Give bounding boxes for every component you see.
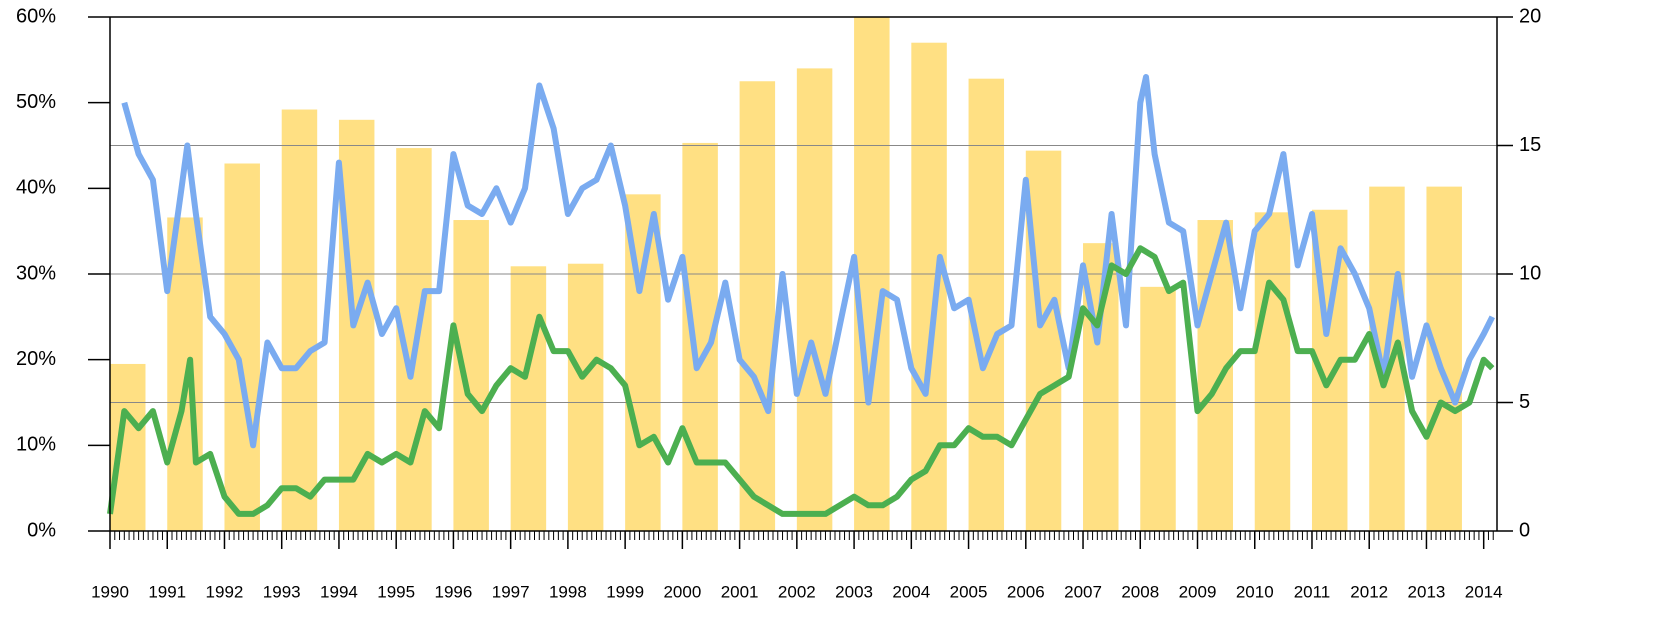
line (121, 74, 1495, 449)
y-tick-label: 20% (16, 348, 56, 370)
y2-tick-label: 20 (1519, 5, 1541, 27)
y-tick-label: 40% (16, 177, 56, 199)
bar (110, 363, 146, 531)
x-tick-label: 2010 (1236, 582, 1274, 601)
bar (968, 78, 1005, 532)
y-tick-label: 10% (16, 434, 56, 456)
y2-tick-label: 15 (1519, 134, 1541, 156)
x-tick-label: 2001 (721, 582, 759, 601)
x-tick-label: 2011 (1294, 582, 1331, 601)
y2-tick-label: 0 (1519, 519, 1530, 541)
bar (338, 119, 375, 532)
x-tick-label: 2005 (950, 582, 988, 601)
y-tick-label: 50% (16, 91, 56, 113)
x-tick-label: 2009 (1179, 582, 1217, 601)
y2-tick-label: 10 (1519, 262, 1541, 284)
x-tick-label: 2014 (1465, 582, 1503, 601)
x-tick-label: 2008 (1121, 582, 1159, 601)
bar (567, 263, 604, 531)
x-tick-label: 2007 (1064, 582, 1102, 601)
bar (739, 81, 776, 531)
bar (796, 68, 833, 532)
x-tick-label: 2004 (892, 582, 930, 601)
bar (1140, 286, 1176, 531)
bar (911, 42, 947, 531)
y2-tick-label: 5 (1519, 391, 1530, 413)
y-tick-label: 30% (16, 262, 56, 284)
x-tick-label: 2000 (663, 582, 701, 601)
x-tick-label: 1997 (492, 582, 530, 601)
x-tick-label: 1992 (206, 582, 244, 601)
x-tick-label: 2003 (835, 582, 873, 601)
x-tick-label: 2012 (1350, 582, 1388, 601)
x-tick-label: 2013 (1408, 582, 1446, 601)
bar (453, 220, 489, 531)
x-tick-label: 1998 (549, 582, 587, 601)
line (107, 245, 1495, 517)
x-tick-label: 2006 (1007, 582, 1045, 601)
bar (1254, 212, 1291, 531)
x-tick-label: 1990 (91, 582, 129, 601)
x-tick-label: 1999 (606, 582, 644, 601)
x-tick-label: 1993 (263, 582, 301, 601)
x-tick-label: 1991 (148, 582, 186, 601)
bar (510, 266, 547, 531)
bar (281, 109, 318, 532)
x-tick-label: 2002 (778, 582, 816, 601)
y-tick-label: 60% (16, 5, 56, 27)
x-tick-label: 1996 (435, 582, 473, 601)
x-tick-label: 1995 (377, 582, 415, 601)
x-tick-label: 1994 (320, 582, 358, 601)
bar (1426, 186, 1462, 531)
y-tick-label: 0% (27, 519, 56, 541)
